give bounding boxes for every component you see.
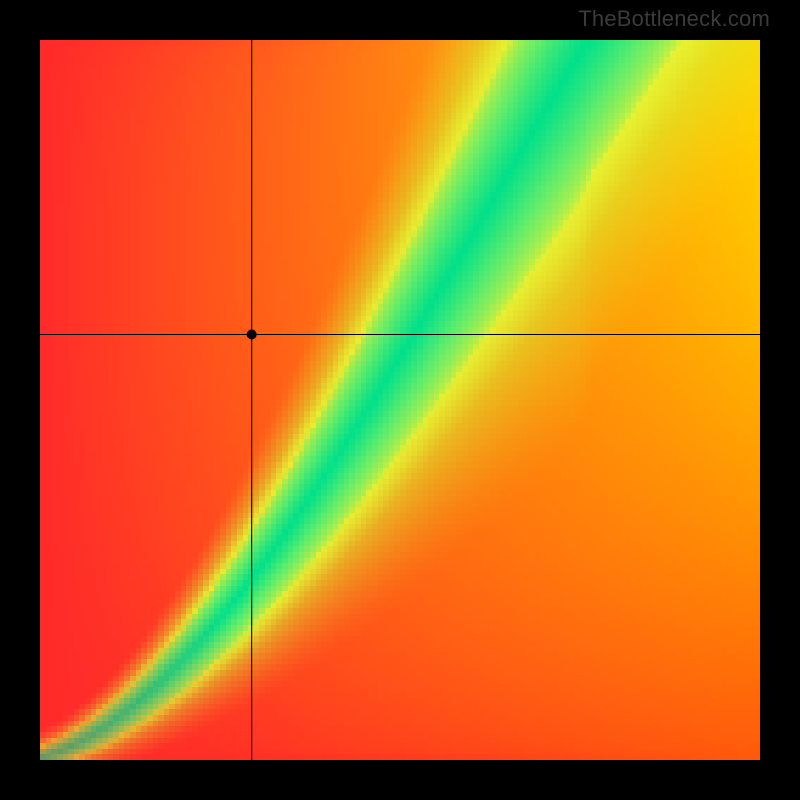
chart-frame: TheBottleneck.com — [0, 0, 800, 800]
watermark-text: TheBottleneck.com — [578, 6, 770, 32]
bottleneck-heatmap — [0, 0, 800, 800]
